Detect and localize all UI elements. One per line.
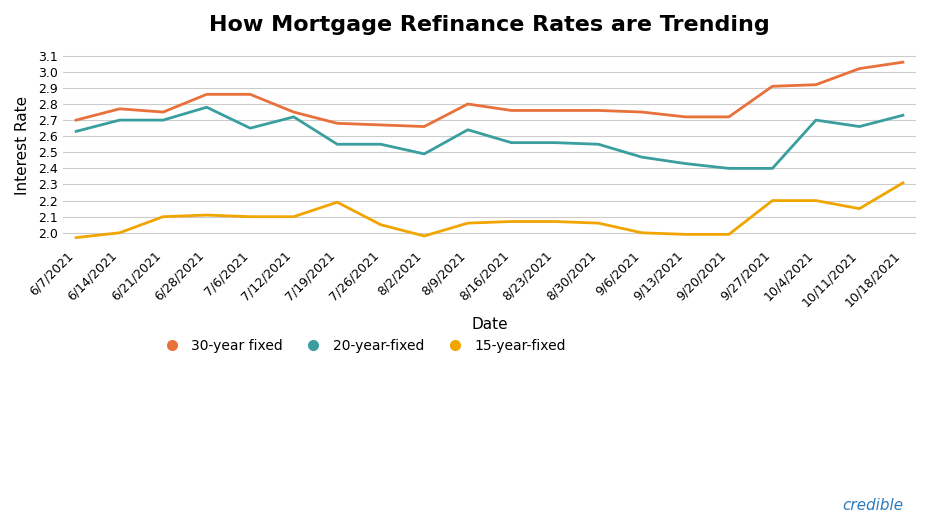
20-year-fixed [201,104,212,110]
30-year fixed [71,117,82,123]
Line: 30-year fixed: 30-year fixed [76,62,903,127]
20-year-fixed [506,140,517,146]
30-year fixed [549,107,560,113]
Y-axis label: Interest Rate: Interest Rate [15,96,30,196]
15-year-fixed [549,219,560,225]
30-year fixed [723,113,735,120]
30-year fixed [288,109,299,115]
15-year-fixed [462,220,473,226]
20-year-fixed [331,141,343,147]
30-year fixed [245,91,256,97]
20-year-fixed [767,165,778,172]
Text: credible: credible [842,497,903,513]
15-year-fixed [375,222,386,228]
30-year fixed [636,109,647,115]
30-year fixed [157,109,169,115]
20-year-fixed [288,113,299,120]
30-year fixed [680,113,691,120]
15-year-fixed [245,213,256,220]
15-year-fixed [680,231,691,237]
Line: 20-year-fixed: 20-year-fixed [76,107,903,168]
20-year-fixed [549,140,560,146]
15-year-fixed [419,233,430,239]
30-year fixed [115,106,126,112]
30-year fixed [419,123,430,130]
15-year-fixed [331,199,343,206]
15-year-fixed [593,220,604,226]
15-year-fixed [897,180,909,186]
20-year-fixed [157,117,169,123]
15-year-fixed [288,213,299,220]
20-year-fixed [680,161,691,167]
15-year-fixed [810,198,821,204]
20-year-fixed [115,117,126,123]
30-year fixed [897,59,909,65]
30-year fixed [375,122,386,128]
15-year-fixed [506,219,517,225]
20-year-fixed [854,123,865,130]
15-year-fixed [767,198,778,204]
30-year fixed [462,101,473,107]
20-year-fixed [593,141,604,147]
15-year-fixed [723,231,735,237]
20-year-fixed [462,127,473,133]
X-axis label: Date: Date [471,317,507,332]
Title: How Mortgage Refinance Rates are Trending: How Mortgage Refinance Rates are Trendin… [209,15,770,35]
30-year fixed [593,107,604,113]
30-year fixed [201,91,212,97]
20-year-fixed [71,128,82,134]
Line: 15-year-fixed: 15-year-fixed [76,183,903,237]
20-year-fixed [636,154,647,160]
15-year-fixed [201,212,212,218]
30-year fixed [854,65,865,72]
30-year fixed [331,120,343,127]
30-year fixed [767,83,778,89]
20-year-fixed [419,151,430,157]
30-year fixed [506,107,517,113]
15-year-fixed [115,230,126,236]
20-year-fixed [245,125,256,131]
15-year-fixed [157,213,169,220]
15-year-fixed [71,234,82,241]
Legend: 30-year fixed, 20-year-fixed, 15-year-fixed: 30-year fixed, 20-year-fixed, 15-year-fi… [152,334,571,359]
30-year fixed [810,82,821,88]
20-year-fixed [723,165,735,172]
20-year-fixed [810,117,821,123]
20-year-fixed [375,141,386,147]
15-year-fixed [854,206,865,212]
15-year-fixed [636,230,647,236]
20-year-fixed [897,112,909,118]
